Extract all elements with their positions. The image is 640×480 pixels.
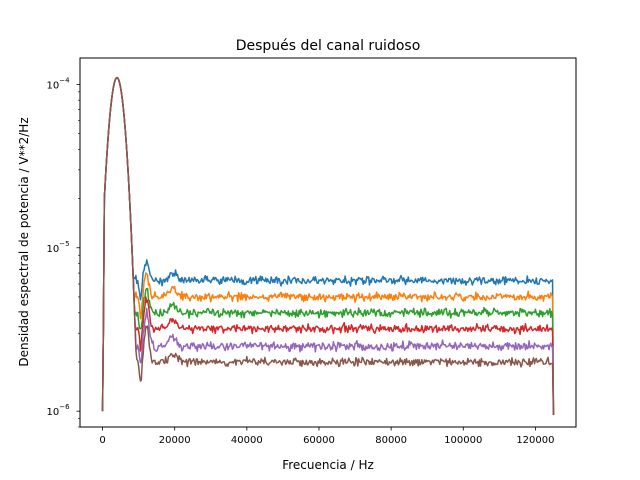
y-tick-exponent: −6	[59, 403, 70, 411]
series-line-3	[101, 76, 555, 415]
x-tick-label: 20000	[159, 435, 191, 446]
x-tick-label: 60000	[303, 435, 335, 446]
series-line-5	[101, 76, 555, 415]
y-tick-exponent: −5	[59, 240, 69, 248]
y-axis-label: Densidad espectral de potencia / V**2/Hz	[17, 117, 31, 366]
x-axis: 0 20000 40000 60000 80000 100000 120000	[99, 427, 555, 446]
x-tick-label: 0	[99, 435, 105, 446]
series-line-6	[101, 76, 555, 415]
y-tick-exponent: −4	[59, 76, 70, 84]
x-tick-label: 100000	[444, 435, 482, 446]
x-tick-label: 120000	[516, 435, 554, 446]
chart-title: Después del canal ruidoso	[236, 38, 421, 54]
series-line-2	[101, 76, 555, 415]
x-tick-label: 40000	[231, 435, 263, 446]
plot-area	[80, 58, 576, 427]
series-line-4	[101, 76, 555, 415]
plot-frame	[79, 57, 577, 428]
series-line-1	[101, 76, 555, 415]
x-tick-label: 80000	[375, 435, 407, 446]
y-axis: 10−610−510−4	[46, 76, 80, 428]
x-axis-label: Frecuencia / Hz	[282, 458, 374, 472]
series-group	[101, 76, 555, 415]
